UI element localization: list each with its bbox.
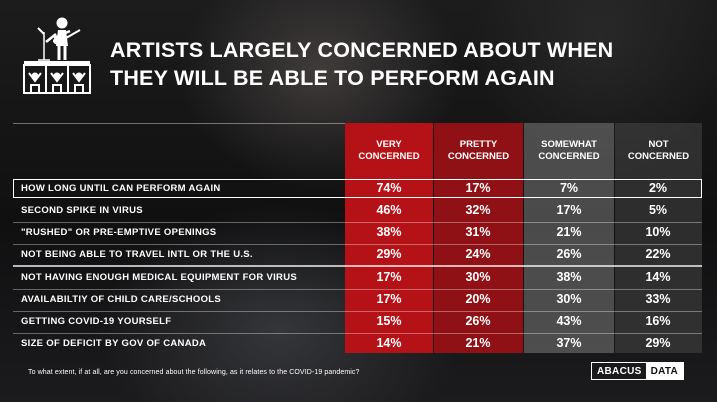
- row-label: NOT BEING ABLE TO TRAVEL INTL OR THE U.S…: [21, 249, 253, 260]
- group-divider: [13, 265, 702, 267]
- row-divider: [13, 244, 702, 245]
- row-label: AVAILABILTIY OF CHILD CARE/SCHOOLS: [21, 294, 222, 305]
- data-label: 38%: [556, 270, 582, 284]
- data-label: 17%: [465, 181, 491, 195]
- data-label: 17%: [376, 270, 402, 284]
- table-row: NOT HAVING ENOUGH MEDICAL EQUIPMENT FOR …: [13, 268, 702, 290]
- column-header-pretty-concerned: PRETTY CONCERNED: [447, 138, 510, 162]
- data-label: 43%: [556, 314, 582, 328]
- data-label: 29%: [645, 336, 671, 350]
- table-row: SECOND SPIKE IN VIRUS 46% 32% 17% 5%: [13, 201, 702, 223]
- row-label: "RUSHED" OR PRE-EMPTIVE OPENINGS: [21, 227, 217, 238]
- page-title: ARTISTS LARGELY CONCERNED ABOUT WHEN THE…: [110, 36, 680, 92]
- row-label: HOW LONG UNTIL CAN PERFORM AGAIN: [21, 183, 221, 194]
- title-line-2: THEY WILL BE ABLE TO PERFORM AGAIN: [110, 66, 555, 90]
- data-label: 32%: [465, 203, 491, 217]
- table-row: AVAILABILTIY OF CHILD CARE/SCHOOLS 17% 20%…: [13, 290, 702, 312]
- row-label: GETTING COVID-19 YOURSELF: [21, 316, 172, 327]
- row-label: SIZE OF DEFICIT BY GOV OF CANADA: [21, 338, 207, 349]
- column-bg-somewhat-concerned: [524, 123, 614, 353]
- data-label: 17%: [376, 292, 402, 306]
- data-label: 30%: [465, 270, 491, 284]
- data-label: 20%: [465, 292, 491, 306]
- column-bg-pretty-concerned: [434, 123, 523, 353]
- table-row: SIZE OF DEFICIT BY GOV OF CANADA 14% 21% 37…: [13, 334, 702, 356]
- column-header-somewhat-concerned: SOMEWHAT CONCERNED: [538, 138, 600, 162]
- performer-on-stage-icon: [23, 17, 91, 94]
- footnote: To what extent, if at all, are you conce…: [28, 369, 360, 376]
- header-rule: [13, 123, 345, 124]
- row-label: SECOND SPIKE IN VIRUS: [21, 205, 143, 216]
- data-label: 33%: [645, 292, 671, 306]
- data-label: 2%: [648, 181, 668, 195]
- table-row: HOW LONG UNTIL CAN PERFORM AGAIN 74% 17% 7%…: [13, 179, 702, 201]
- data-label: 37%: [556, 336, 582, 350]
- data-label: 26%: [465, 314, 491, 328]
- data-label: 24%: [465, 247, 491, 261]
- highlighted-row-outline: [13, 179, 702, 198]
- row-label: NOT HAVING ENOUGH MEDICAL EQUIPMENT FOR …: [21, 272, 297, 283]
- row-divider: [13, 333, 702, 334]
- data-label: 10%: [645, 225, 671, 239]
- row-divider: [13, 311, 702, 312]
- column-bg-very-concerned: [345, 123, 433, 353]
- data-label: 26%: [556, 247, 582, 261]
- data-label: 30%: [556, 292, 582, 306]
- table-row: NOT BEING ABLE TO TRAVEL INTL OR THE U.S…: [13, 245, 702, 267]
- data-label: 7%: [559, 181, 579, 195]
- data-label: 5%: [648, 203, 668, 217]
- data-label: 31%: [465, 225, 491, 239]
- data-label: 74%: [376, 181, 402, 195]
- column-header-not-concerned: NOT CONCERNED: [627, 138, 690, 162]
- brand-part-2: DATA: [645, 363, 684, 379]
- data-label: 16%: [645, 314, 671, 328]
- column-header-very-concerned: VERY CONCERNED: [358, 138, 420, 162]
- abacus-data-logo: ABACUS DATA: [591, 362, 685, 380]
- data-label: 46%: [376, 203, 402, 217]
- data-label: 21%: [556, 225, 582, 239]
- column-bg-not-concerned: [615, 123, 702, 353]
- table-row: GETTING COVID-19 YOURSELF 15% 26% 43% 16%: [13, 312, 702, 334]
- data-label: 15%: [376, 314, 402, 328]
- data-label: 14%: [376, 336, 402, 350]
- data-label: 38%: [376, 225, 402, 239]
- data-label: 29%: [376, 247, 402, 261]
- table-row: "RUSHED" OR PRE-EMPTIVE OPENINGS 38% 31% 21…: [13, 223, 702, 245]
- data-label: 17%: [556, 203, 582, 217]
- row-divider: [13, 289, 702, 290]
- data-label: 21%: [465, 336, 491, 350]
- data-label: 22%: [645, 247, 671, 261]
- title-line-1: ARTISTS LARGELY CONCERNED ABOUT WHEN: [110, 38, 614, 62]
- row-divider: [13, 222, 702, 223]
- brand-part-1: ABACUS: [597, 366, 642, 377]
- data-label: 14%: [645, 270, 671, 284]
